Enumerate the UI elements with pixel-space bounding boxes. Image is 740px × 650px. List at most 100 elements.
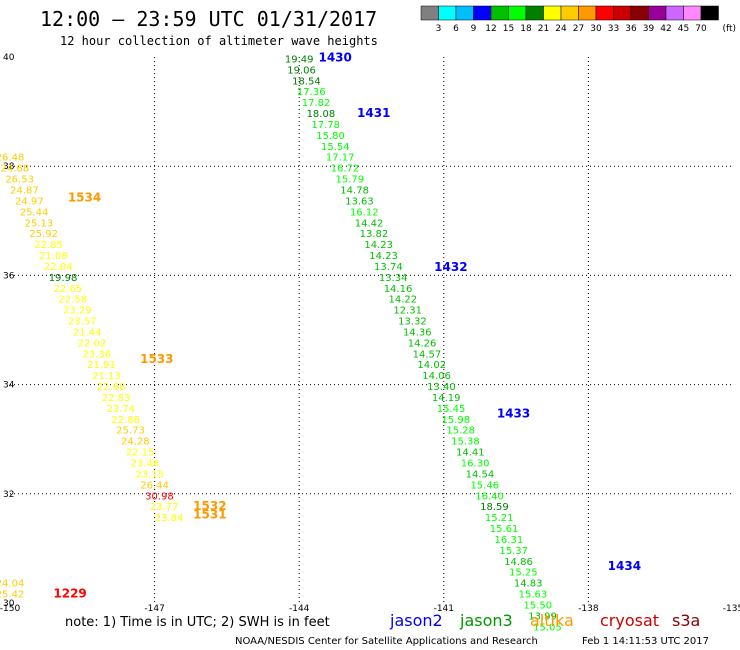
jason3-wave-value: 19.49 xyxy=(285,54,314,65)
legend-swatch xyxy=(508,5,527,21)
altika-wave-value: 23.57 xyxy=(68,317,97,328)
y-tick-label: 32 xyxy=(3,490,14,500)
legend-swatch xyxy=(543,5,562,21)
altika-wave-value: 22.58 xyxy=(58,295,87,306)
jason3-wave-value: 14.02 xyxy=(417,360,446,371)
pass-label: 1531 xyxy=(193,507,226,521)
altika-wave-value: 30.98 xyxy=(145,491,174,502)
altika-wave-value: 23.29 xyxy=(63,306,92,317)
jason3-wave-value: 15.21 xyxy=(485,513,514,524)
jason3-wave-value: 15.98 xyxy=(442,415,471,426)
jason3-wave-value: 17.82 xyxy=(302,98,331,109)
altika-wave-value: 25.92 xyxy=(29,229,58,240)
altika-wave-value: 26.44 xyxy=(140,480,169,491)
altika-wave-value: 24.68 xyxy=(0,164,29,175)
altika-wave-value: 23.84 xyxy=(155,513,184,524)
jason3-wave-value: 15.63 xyxy=(519,590,548,601)
jason3-wave-value: 15.45 xyxy=(437,404,466,415)
altika-wave-value: 26.48 xyxy=(0,153,24,164)
jason3-wave-value: 14.86 xyxy=(504,557,533,568)
jason3-wave-value: 14.26 xyxy=(408,338,437,349)
pass-label: 1430 xyxy=(318,50,351,64)
legend-swatch xyxy=(630,5,649,21)
legend-swatch xyxy=(613,5,632,21)
wave-values: 19.4919.0618.5417.3617.8218.0817.7815.80… xyxy=(0,54,562,633)
y-tick-label: 30 xyxy=(3,599,15,609)
jason3-wave-value: 15.25 xyxy=(509,568,538,579)
altika-wave-value: 23.15 xyxy=(135,469,164,480)
x-tick-label: -141 xyxy=(434,604,454,614)
jason3-wave-value: 15.54 xyxy=(321,142,350,153)
pass-label: 1534 xyxy=(68,191,101,205)
altika-wave-value: 23.36 xyxy=(82,349,111,360)
jason3-wave-value: 14.42 xyxy=(355,218,384,229)
legend-label: 45 xyxy=(678,24,689,34)
legend-swatch xyxy=(560,5,579,21)
jason3-wave-value: 13.40 xyxy=(427,382,456,393)
pass-label: 1433 xyxy=(497,406,530,420)
chart-title: 12:00 – 23:59 UTC 01/31/2017 xyxy=(40,7,377,31)
jason3-wave-value: 14.78 xyxy=(340,186,369,197)
jason3-wave-value: 15.38 xyxy=(451,437,480,448)
jason3-wave-value: 18.54 xyxy=(292,76,321,87)
jason3-wave-value: 13.74 xyxy=(374,262,403,273)
legend-label: 18 xyxy=(520,24,532,34)
altika-wave-value: 19.98 xyxy=(49,273,78,284)
jason3-wave-value: 14.83 xyxy=(514,579,543,590)
jason3-wave-value: 18.59 xyxy=(480,502,509,513)
legend-swatch xyxy=(578,5,597,21)
legend-swatch xyxy=(665,5,684,21)
color-legend: 3 6 9 12 15 18 21 24 27 30 33 36 39 42 45 70 (ft) xyxy=(420,5,736,34)
jason3-wave-value: 17.17 xyxy=(326,153,355,164)
altika-wave-value: 21.91 xyxy=(87,360,116,371)
altika-wave-value: 24.04 xyxy=(0,579,24,590)
jason3-wave-value: 14.19 xyxy=(432,393,461,404)
jason3-wave-value: 13.63 xyxy=(345,196,374,207)
jason3-wave-value: 14.57 xyxy=(413,349,442,360)
jason3-wave-value: 13.82 xyxy=(360,229,389,240)
legend-swatch xyxy=(683,5,702,21)
jason3-wave-value: 15.50 xyxy=(523,600,552,611)
jason3-wave-value: 15.61 xyxy=(490,524,519,535)
altika-wave-value: 22.88 xyxy=(111,415,140,426)
note-text: note: 1) Time is in UTC; 2) SWH is in fe… xyxy=(65,615,330,630)
legend-label: 6 xyxy=(453,24,459,34)
jason3-wave-value: 18.08 xyxy=(307,109,336,120)
altika-wave-value: 22.68 xyxy=(97,382,126,393)
altika-wave-value: 21.08 xyxy=(39,251,68,262)
jason3-wave-value: 16.12 xyxy=(350,207,379,218)
satellite-jason2: jason2 xyxy=(389,611,443,630)
legend-label: 27 xyxy=(573,24,584,34)
legend-swatch xyxy=(490,5,509,21)
legend-swatch xyxy=(438,5,457,21)
altika-wave-value: 25.13 xyxy=(25,218,54,229)
x-tick-label: -150 xyxy=(0,604,20,614)
jason3-wave-value: 15.05 xyxy=(533,622,562,633)
legend-swatch xyxy=(648,5,667,21)
legend-label: 24 xyxy=(555,24,567,34)
jason3-wave-value: 12.31 xyxy=(393,306,422,317)
pass-label: 1432 xyxy=(434,260,467,274)
legend-swatch xyxy=(473,5,492,21)
jason3-wave-value: 15.80 xyxy=(316,131,345,142)
jason3-wave-value: 15.79 xyxy=(335,175,364,186)
footer-credit: NOAA/NESDIS Center for Satellite Applica… xyxy=(235,636,538,647)
legend-label: 21 xyxy=(538,24,549,34)
jason3-wave-value: 14.36 xyxy=(403,327,432,338)
altika-wave-value: 24.28 xyxy=(121,437,150,448)
legend-label: 33 xyxy=(608,24,619,34)
jason3-wave-value: 16.30 xyxy=(461,459,490,470)
altika-wave-value: 25.42 xyxy=(0,590,24,601)
y-tick-label: 40 xyxy=(3,53,15,63)
satellite-altika: altika xyxy=(530,611,574,630)
x-tick-label: -144 xyxy=(289,604,310,614)
legend-label: 9 xyxy=(471,24,477,34)
x-tick-label: -138 xyxy=(578,604,599,614)
jason3-wave-value: 14.22 xyxy=(389,295,418,306)
altika-wave-value: 23.77 xyxy=(150,502,179,513)
legend-label: 3 xyxy=(436,24,442,34)
altika-wave-value: 21.44 xyxy=(73,327,102,338)
legend-swatch xyxy=(455,5,474,21)
